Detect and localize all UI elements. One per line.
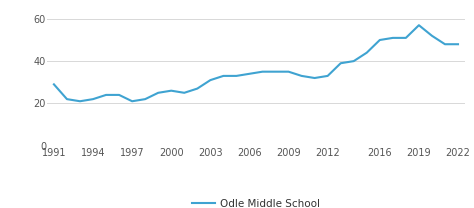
Odle Middle School [403, 37, 409, 39]
Odle Middle School [325, 75, 330, 77]
Odle Middle School [338, 62, 344, 64]
Odle Middle School [299, 75, 304, 77]
Odle Middle School [220, 75, 226, 77]
Odle Middle School [129, 100, 135, 103]
Odle Middle School [260, 71, 265, 73]
Odle Middle School [208, 79, 213, 81]
Odle Middle School [351, 60, 356, 62]
Odle Middle School [390, 37, 396, 39]
Line: Odle Middle School: Odle Middle School [54, 25, 458, 101]
Odle Middle School [90, 98, 96, 100]
Odle Middle School [194, 87, 200, 90]
Odle Middle School [416, 24, 422, 26]
Odle Middle School [455, 43, 461, 46]
Odle Middle School [312, 77, 318, 79]
Odle Middle School [77, 100, 83, 103]
Odle Middle School [142, 98, 148, 100]
Odle Middle School [182, 92, 187, 94]
Odle Middle School [155, 92, 161, 94]
Odle Middle School [246, 73, 252, 75]
Odle Middle School [168, 89, 174, 92]
Legend: Odle Middle School: Odle Middle School [188, 195, 324, 208]
Odle Middle School [103, 94, 109, 96]
Odle Middle School [286, 71, 292, 73]
Odle Middle School [234, 75, 239, 77]
Odle Middle School [116, 94, 122, 96]
Odle Middle School [429, 35, 435, 37]
Odle Middle School [377, 39, 383, 41]
Odle Middle School [364, 51, 370, 54]
Odle Middle School [64, 98, 70, 100]
Odle Middle School [273, 71, 278, 73]
Odle Middle School [51, 83, 57, 86]
Odle Middle School [442, 43, 448, 46]
